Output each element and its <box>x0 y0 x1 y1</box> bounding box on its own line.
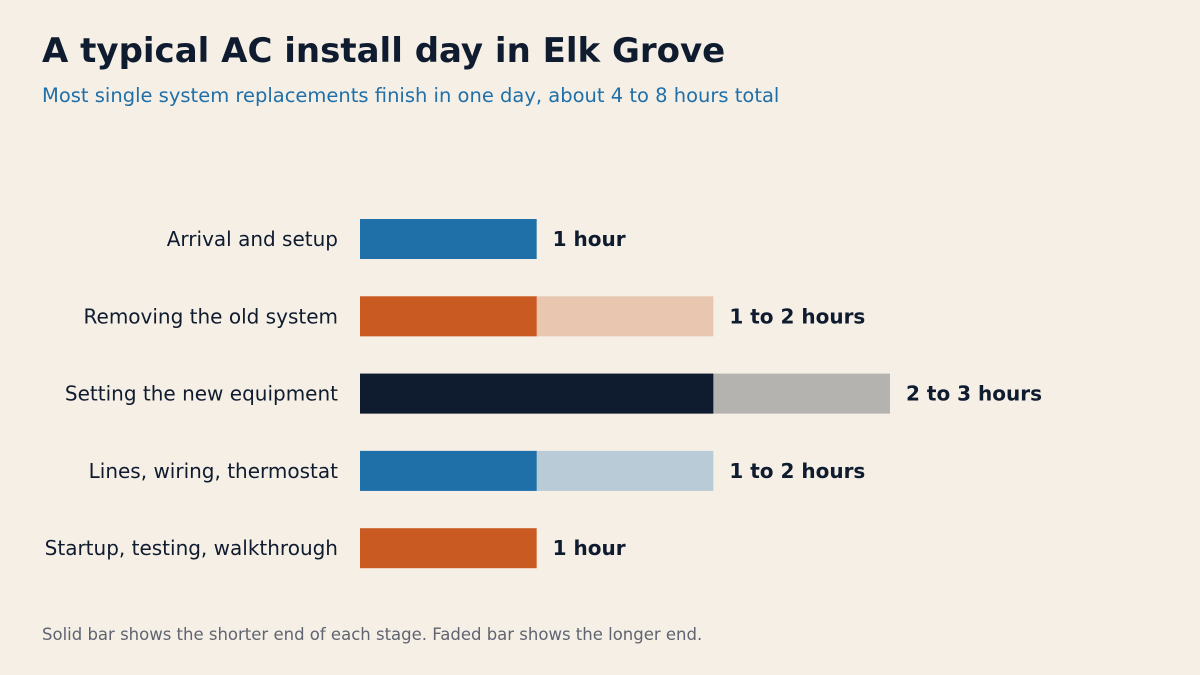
chart-title: A typical AC install day in Elk Grove <box>42 31 726 71</box>
bar-shorter-end <box>360 528 537 569</box>
chart-footnote: Solid bar shows the shorter end of each … <box>42 625 703 644</box>
category-label: Startup, testing, walkthrough <box>45 536 338 560</box>
category-label: Setting the new equipment <box>65 382 338 406</box>
value-label: 1 to 2 hours <box>729 304 865 328</box>
chart-subtitle: Most single system replacements finish i… <box>42 84 780 107</box>
bar-shorter-end <box>360 373 714 414</box>
category-label: Lines, wiring, thermostat <box>89 459 339 483</box>
category-label: Removing the old system <box>84 304 338 328</box>
bar-shorter-end <box>360 219 537 259</box>
value-label: 2 to 3 hours <box>906 382 1042 406</box>
value-label: 1 hour <box>553 227 626 251</box>
value-label: 1 hour <box>553 536 626 560</box>
value-label: 1 to 2 hours <box>729 459 865 483</box>
bar-shorter-end <box>360 296 537 337</box>
category-label: Arrival and setup <box>167 227 338 251</box>
bar-shorter-end <box>360 450 537 491</box>
